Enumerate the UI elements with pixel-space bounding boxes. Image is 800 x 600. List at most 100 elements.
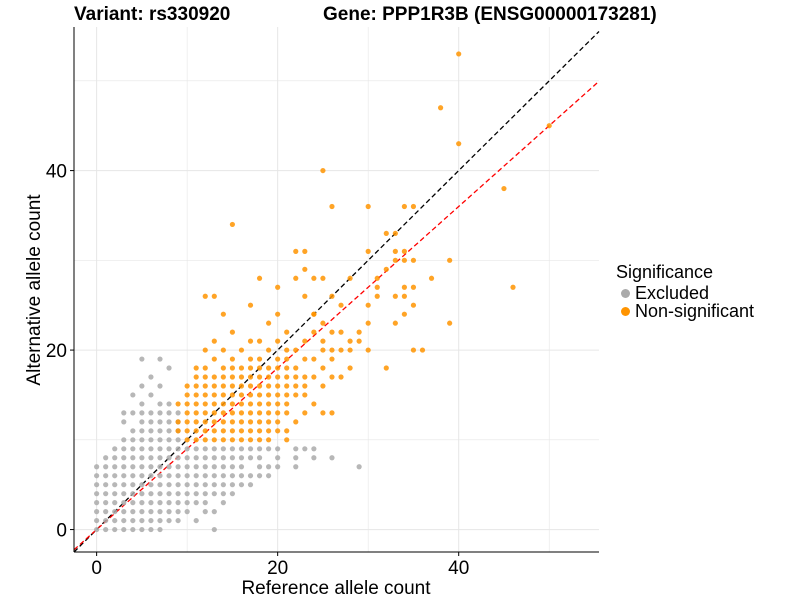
non-significant-point (211, 356, 217, 362)
excluded-point (94, 526, 100, 533)
non-significant-point (202, 383, 208, 389)
non-significant-point (293, 347, 299, 353)
non-significant-point (238, 437, 245, 443)
non-significant-point (392, 293, 398, 299)
non-significant-point (229, 419, 236, 425)
excluded-point (94, 491, 100, 497)
non-significant-point (175, 419, 181, 425)
non-significant-point (284, 428, 290, 434)
excluded-point (103, 455, 109, 461)
non-significant-point (202, 347, 208, 353)
excluded-point (130, 473, 136, 479)
non-significant-point (256, 437, 263, 443)
excluded-point (148, 455, 154, 461)
excluded-point (121, 473, 127, 479)
excluded-point (266, 464, 272, 470)
non-significant-point (202, 419, 208, 425)
non-significant-point (320, 410, 326, 416)
non-significant-point (193, 401, 199, 407)
non-significant-point (266, 320, 272, 326)
excluded-point (184, 509, 190, 515)
non-significant-point (175, 401, 181, 407)
excluded-point (356, 464, 362, 470)
excluded-point (112, 491, 118, 497)
y-tick-label: 40 (46, 162, 67, 183)
excluded-point (293, 446, 299, 452)
y-tick-label: 0 (56, 521, 67, 542)
non-significant-point (266, 410, 272, 416)
non-significant-point (193, 437, 199, 443)
non-significant-point (193, 365, 199, 371)
excluded-point (166, 455, 172, 461)
excluded-point (157, 401, 163, 407)
excluded-point (311, 455, 317, 461)
excluded-point (166, 446, 172, 452)
non-significant-point (275, 392, 281, 398)
excluded-point (112, 526, 118, 533)
non-significant-point (311, 356, 317, 362)
non-significant-point (266, 374, 272, 380)
non-significant-point (329, 347, 335, 353)
excluded-point (121, 509, 127, 515)
excluded-point (157, 500, 163, 506)
non-significant-point (266, 428, 272, 434)
non-significant-point (401, 311, 407, 317)
excluded-point (211, 455, 217, 461)
excluded-point (130, 491, 136, 497)
non-significant-point (193, 392, 199, 398)
excluded-point (112, 473, 118, 479)
excluded-point (139, 446, 145, 452)
excluded-point (139, 437, 145, 443)
excluded-point (130, 428, 136, 434)
non-significant-point (275, 401, 281, 407)
non-significant-point (229, 401, 236, 407)
non-significant-point (266, 437, 272, 443)
excluded-point (148, 509, 154, 515)
non-significant-point (211, 428, 217, 434)
excluded-point (184, 491, 190, 497)
non-significant-point (266, 401, 272, 407)
excluded-point (130, 392, 136, 398)
non-significant-point (238, 383, 245, 389)
excluded-point (103, 509, 109, 515)
non-significant-point (256, 356, 263, 362)
non-significant-point (302, 392, 308, 398)
excluded-point (148, 437, 154, 443)
excluded-point (112, 446, 118, 452)
excluded-point (121, 446, 127, 452)
excluded-point (139, 356, 145, 362)
excluded-point (148, 473, 154, 479)
excluded-point (329, 455, 335, 461)
chart-title-gene: Gene: PPP1R3B (ENSG00000173281) (323, 4, 657, 25)
excluded-point (130, 517, 136, 524)
non-significant-point (193, 428, 199, 434)
excluded-point (121, 455, 127, 461)
excluded-point (121, 419, 127, 425)
non-significant-point (501, 185, 507, 192)
excluded-point (302, 446, 308, 452)
non-significant-point (284, 356, 290, 362)
excluded-point (148, 526, 154, 533)
non-significant-point (238, 365, 245, 371)
non-significant-point (247, 392, 254, 398)
non-significant-point (284, 383, 290, 389)
non-significant-point (365, 302, 371, 308)
non-significant-point (374, 293, 380, 299)
excluded-point (220, 455, 226, 461)
non-significant-point (266, 419, 272, 425)
excluded-point (184, 464, 190, 470)
non-significant-point (302, 374, 308, 380)
excluded-point (175, 473, 181, 479)
excluded-point (193, 491, 199, 497)
non-significant-point (410, 347, 417, 353)
excluded-point (112, 482, 118, 488)
excluded-point (220, 464, 226, 470)
excluded-point (175, 464, 181, 470)
excluded-point (103, 464, 109, 470)
excluded-point (229, 482, 236, 488)
non-significant-point (302, 338, 308, 344)
non-significant-point (202, 374, 208, 380)
excluded-point (166, 473, 172, 479)
excluded-point (238, 482, 245, 488)
axes: 0 20 40 0 20 40 (46, 27, 599, 579)
